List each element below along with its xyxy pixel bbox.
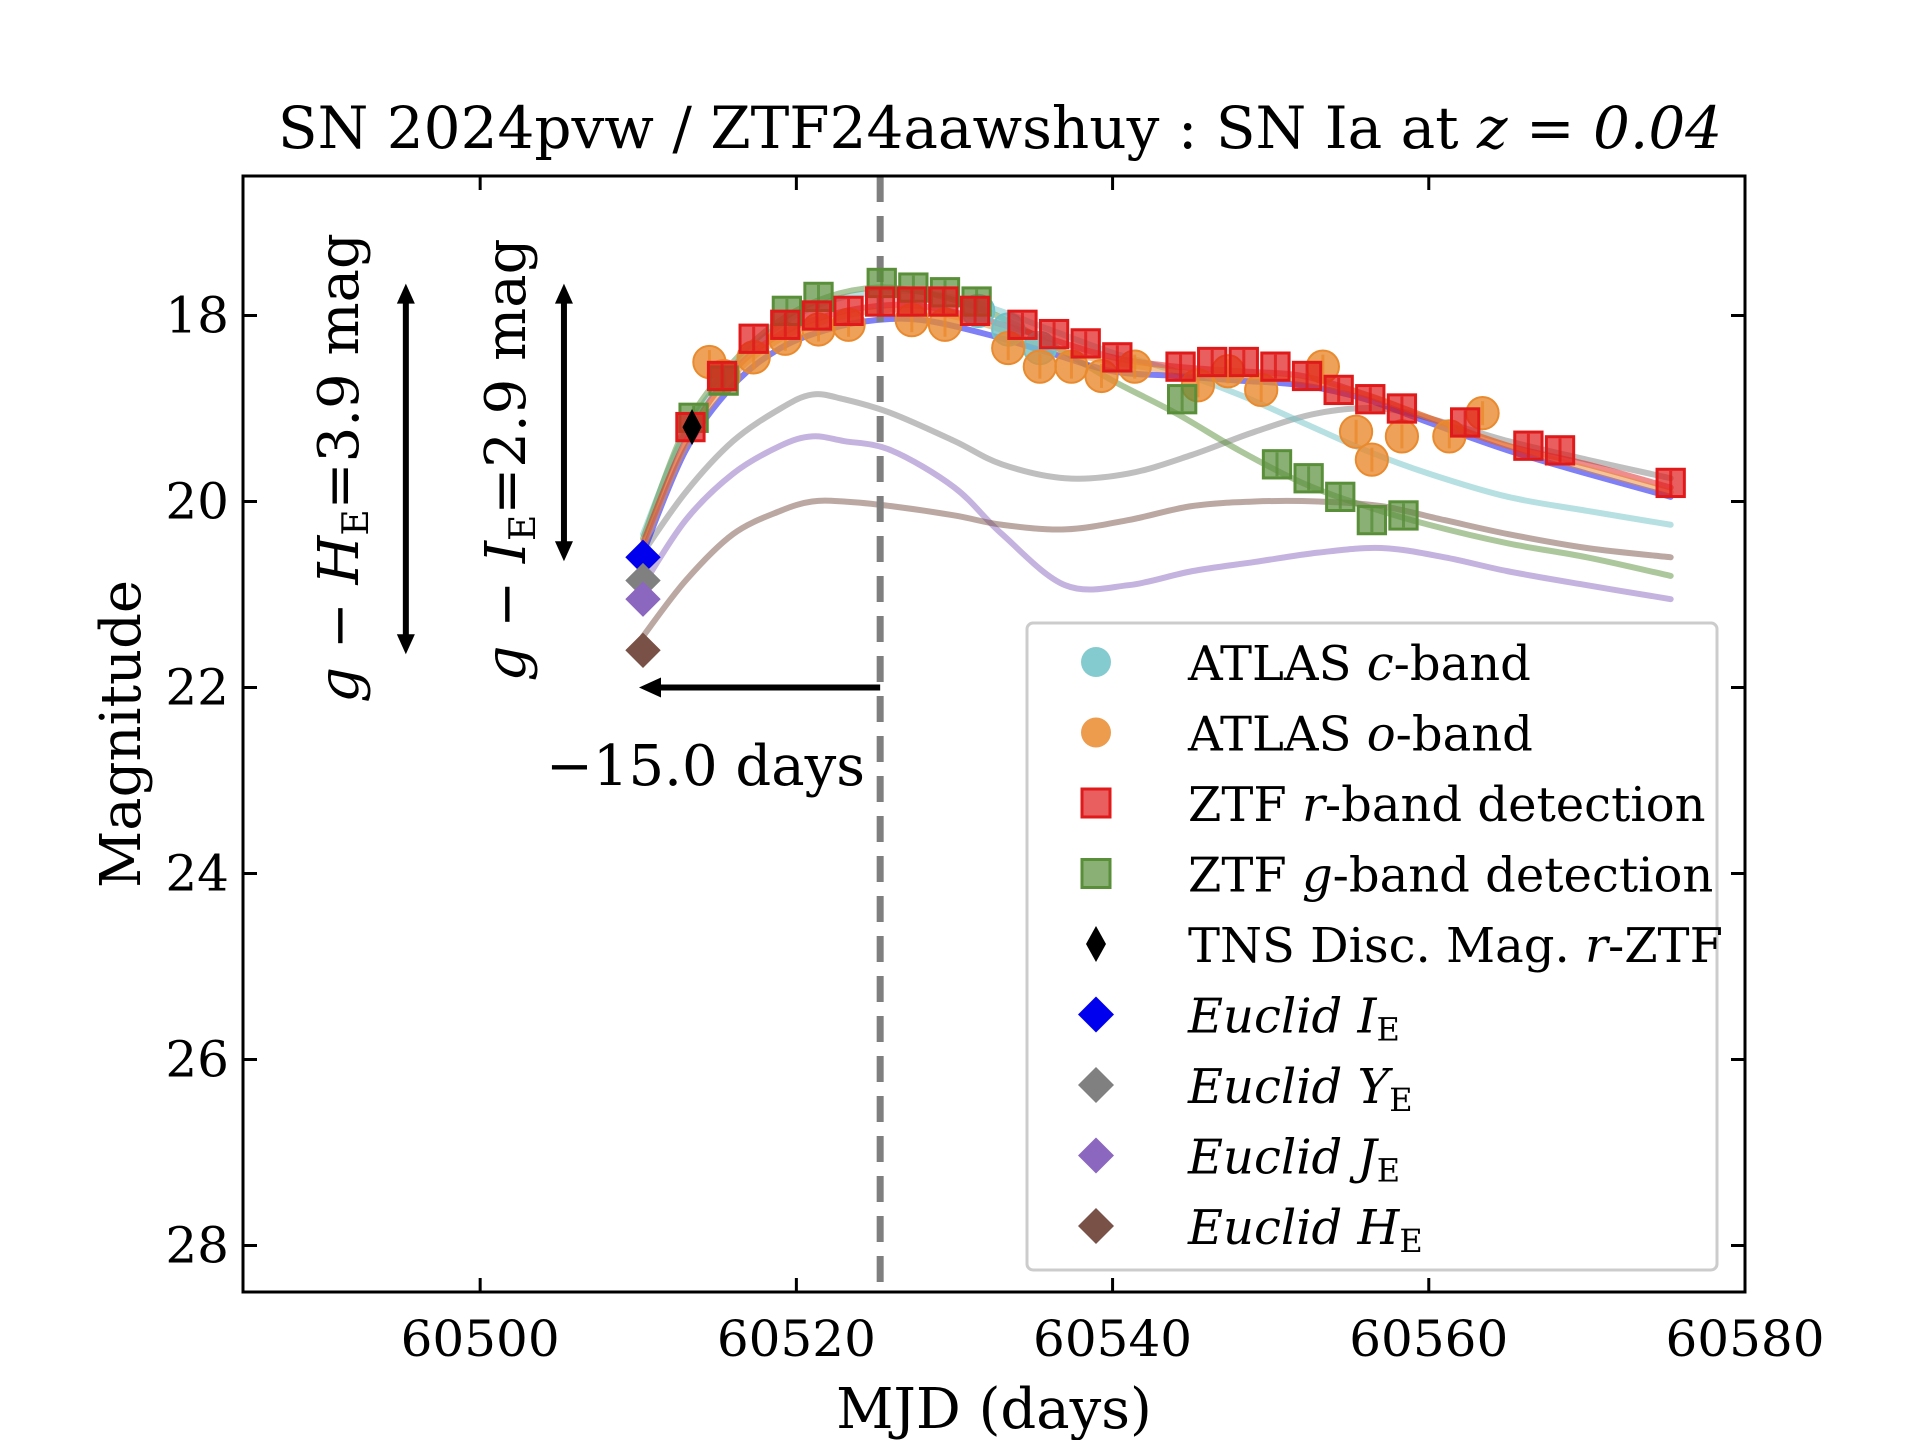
x-tick-label: 60560 — [1349, 1310, 1508, 1368]
point-ztf-r — [1038, 318, 1070, 350]
legend-marker-atlas-o — [1081, 717, 1111, 748]
point-ztf-r — [959, 295, 991, 327]
point-ztf-r — [738, 323, 769, 354]
legend-label-atlas-c: ATLAS c-band — [1187, 636, 1531, 692]
point-atlas-o — [1022, 349, 1057, 384]
point-euclid-H — [625, 632, 661, 669]
point-ztf-g — [1293, 463, 1324, 494]
point-tns — [682, 409, 702, 446]
point-ztf-r — [833, 295, 864, 327]
legend-marker-ztf-g — [1080, 858, 1112, 889]
point-ztf-r — [1513, 430, 1544, 461]
point-ztf-g — [1166, 384, 1198, 415]
legend-marker-atlas-c — [1081, 647, 1111, 677]
point-ztf-r — [1450, 407, 1481, 438]
legend-label-atlas-o: ATLAS o-band — [1187, 707, 1533, 763]
point-ztf-r — [1291, 360, 1323, 392]
y-tick-label: 22 — [165, 659, 229, 717]
point-ztf-r — [706, 360, 738, 392]
chart-title-math: z = 0.04 — [1476, 94, 1722, 162]
point-ztf-g — [1325, 481, 1356, 513]
legend: ATLAS c-band ATLAS o-band ZTF r-band detec… — [1025, 621, 1723, 1272]
chart-title: SN 2024pvw / ZTF24aawshuy : SN Ia at z =… — [278, 94, 1722, 162]
x-tick-label: 60500 — [401, 1310, 560, 1368]
color-label-g-H: g − HE=3.9 mag — [307, 233, 377, 703]
legend-marker-euclid-I — [1078, 996, 1114, 1033]
point-ztf-g — [1356, 504, 1388, 536]
color-arrow-g-I-head-bottom — [554, 541, 573, 562]
point-atlas-o — [1354, 442, 1389, 477]
color-label-g-I: g − IE=2.9 mag — [474, 239, 544, 682]
model-curve-euclid_Y — [640, 391, 1674, 556]
point-ztf-r — [801, 300, 833, 331]
legend-marker-ztf-r — [1080, 787, 1112, 819]
color-arrow-g-H-head-top — [396, 283, 415, 304]
x-tick-label: 60520 — [717, 1310, 876, 1368]
point-ztf-r — [1323, 374, 1354, 406]
model-curve-euclid_J — [640, 433, 1674, 603]
point-ztf-r — [1007, 309, 1038, 340]
legend-label-euclid-I: Euclid IE — [1187, 989, 1400, 1049]
plot-frame — [241, 174, 1747, 1294]
data-points — [625, 267, 1686, 669]
chart-title-main: SN 2024pvw / ZTF24aawshuy : SN Ia at — [278, 94, 1477, 162]
legend-marker-euclid-Y — [1078, 1067, 1114, 1103]
legend-marker-tns — [1086, 926, 1106, 962]
point-ztf-r — [1197, 346, 1228, 378]
legend-label-tns: TNS Disc. Mag. r-ZTF — [1188, 918, 1723, 974]
legend-marker-euclid-J — [1078, 1137, 1114, 1174]
point-ztf-r — [928, 286, 959, 317]
legend-label-euclid-H: Euclid HE — [1187, 1200, 1423, 1260]
point-ztf-r — [1228, 346, 1259, 378]
point-ztf-r — [1544, 435, 1576, 466]
point-atlas-o — [1384, 419, 1420, 454]
point-ztf-r — [1386, 393, 1418, 424]
y-tick-label: 26 — [165, 1031, 229, 1089]
x-tick-label: 60540 — [1033, 1310, 1192, 1368]
model-curve-euclid_H — [640, 497, 1674, 640]
x-axis-label: MJD (days) — [836, 1377, 1152, 1440]
point-euclid-J — [625, 581, 661, 617]
legend-label-euclid-Y: Euclid YE — [1187, 1059, 1413, 1119]
days-arrow-head — [639, 677, 662, 698]
legend-label-ztf-g: ZTF g-band detection — [1188, 848, 1713, 904]
point-ztf-r — [1102, 342, 1133, 373]
y-tick-label: 24 — [165, 845, 229, 903]
point-ztf-r — [1355, 384, 1386, 415]
point-ztf-r — [770, 309, 801, 340]
color-arrow-g-I-head-top — [554, 283, 573, 304]
point-ztf-r — [896, 286, 927, 317]
color-arrow-g-H-head-bottom — [396, 634, 415, 655]
legend-label-euclid-J: Euclid JE — [1187, 1130, 1400, 1190]
days-label: −15.0 days — [546, 734, 865, 799]
y-axis-label: Magnitude — [89, 580, 154, 888]
y-tick-label: 28 — [165, 1217, 229, 1275]
point-ztf-g — [1388, 500, 1419, 531]
x-tick-label: 60580 — [1665, 1310, 1824, 1368]
legend-box — [1025, 621, 1719, 1272]
point-ztf-r — [1655, 467, 1686, 499]
x-axis-ticks: 60500 60520 60540 60560 60580 — [401, 176, 1825, 1368]
point-ztf-r — [1260, 351, 1291, 382]
legend-label-ztf-r: ZTF r-band detection — [1188, 777, 1706, 833]
point-ztf-r — [1165, 351, 1196, 382]
y-axis-ticks: 18 20 22 24 26 28 — [165, 287, 1745, 1275]
y-tick-label: 18 — [165, 287, 229, 345]
legend-marker-euclid-H — [1078, 1208, 1114, 1244]
point-atlas-o — [1338, 414, 1374, 449]
point-ztf-r — [865, 286, 896, 317]
point-ztf-g — [1261, 449, 1293, 480]
y-tick-label: 20 — [165, 473, 229, 531]
point-ztf-r — [1070, 328, 1101, 359]
